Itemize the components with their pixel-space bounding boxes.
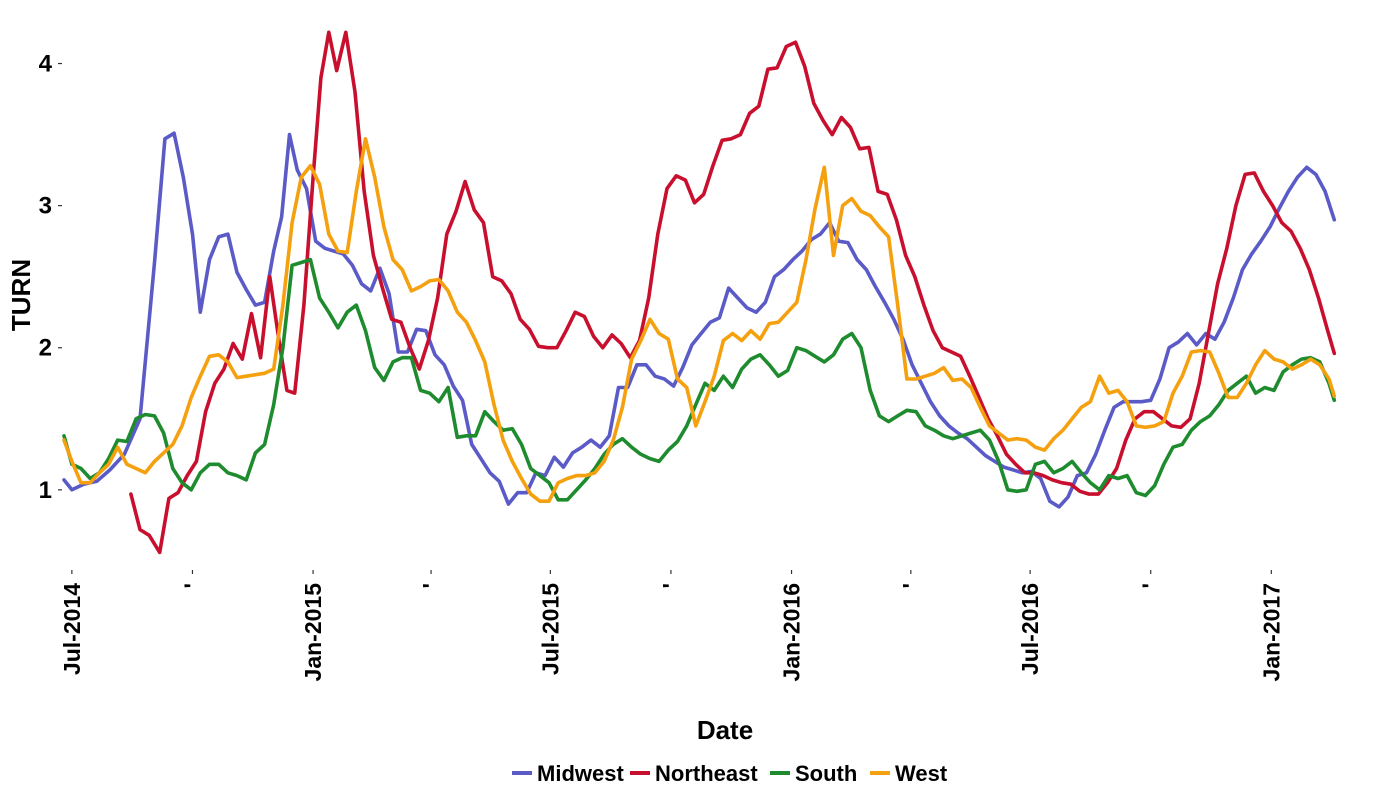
x-tick-label: Jul-2015 (537, 583, 563, 675)
x-tick-label: Jan-2016 (779, 583, 805, 681)
legend-label-west: West (895, 761, 948, 786)
x-tick-label: ' (1138, 583, 1164, 588)
x-tick-label: Jul-2014 (59, 583, 85, 675)
y-tick-label: 2 (39, 335, 52, 362)
x-tick-label: ' (418, 583, 444, 588)
series-line-south (62, 257, 1337, 502)
legend-label-midwest: Midwest (537, 761, 624, 786)
x-tick-label: Jul-2016 (1017, 583, 1043, 675)
x-tick-label: Jan-2015 (300, 583, 326, 682)
y-axis-title: TURN (6, 259, 36, 331)
x-axis: Jul-2014 ' Jan-2015 ' Jul-2015 ' Jan-2016 ' Jul-… (59, 570, 1284, 681)
x-axis-title: Date (697, 715, 753, 745)
x-tick-label: ' (179, 583, 205, 588)
series-line-west (62, 137, 1337, 503)
legend: Midwest Northeast South West (512, 761, 948, 786)
legend-label-south: South (795, 761, 857, 786)
x-tick-label: Jan-2017 (1258, 583, 1284, 681)
y-tick-label: 3 (39, 193, 52, 220)
y-axis: 1 2 3 4 (39, 51, 62, 504)
y-tick-label: 4 (39, 51, 53, 78)
legend-label-northeast: Northeast (655, 761, 758, 786)
x-tick-label: ' (898, 583, 924, 588)
x-tick-label: ' (658, 583, 684, 588)
y-tick-label: 1 (39, 477, 52, 504)
plot-area (62, 30, 1337, 555)
